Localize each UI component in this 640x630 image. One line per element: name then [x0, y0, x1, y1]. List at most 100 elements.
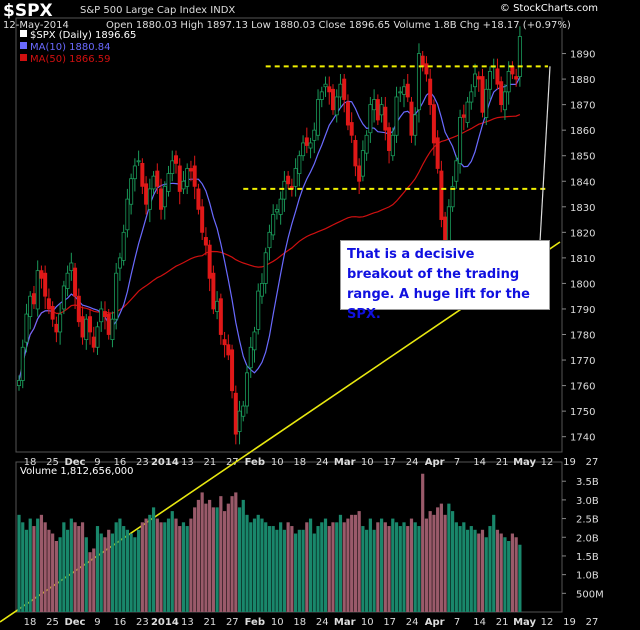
volume-date-tick-label: 2014 — [151, 617, 179, 628]
candle-body — [323, 83, 328, 88]
date-tick-label: 23 — [136, 457, 149, 468]
date-tick-label: 24 — [316, 457, 329, 468]
candle-body — [263, 252, 268, 284]
volume-bar — [21, 522, 25, 612]
candle-body — [480, 76, 485, 113]
candle-body — [159, 188, 164, 210]
candle-body — [196, 188, 201, 210]
date-tick-label: May — [513, 457, 536, 468]
volume-bar — [432, 514, 436, 612]
candle-body — [99, 308, 104, 323]
candle-body — [435, 137, 440, 169]
candle-body — [117, 257, 122, 269]
candle-body — [69, 262, 74, 272]
volume-bar — [99, 533, 103, 612]
date-tick-label: 21 — [496, 457, 509, 468]
volume-bar — [54, 541, 58, 612]
volume-bar — [193, 507, 197, 612]
volume-bar — [365, 529, 369, 612]
date-tick-label: 18 — [293, 457, 306, 468]
price-panel-frame — [15, 17, 563, 453]
volume-bar — [114, 522, 118, 612]
volume-tick-label: 1.5B — [576, 552, 599, 563]
volume-bar — [151, 507, 156, 612]
price-tick-label: 1790 — [570, 305, 595, 316]
volume-date-tick-label: 27 — [226, 617, 239, 628]
volume-tick-label: 3.0B — [576, 496, 599, 507]
date-tick-label: 13 — [181, 457, 194, 468]
candle-body — [345, 101, 350, 126]
candle-body — [173, 155, 178, 164]
price-tick-label: 1890 — [570, 50, 595, 61]
volume-bar — [208, 499, 212, 612]
volume-bar — [264, 522, 268, 612]
annotation-callout: That is a decisive breakout of the tradi… — [340, 240, 550, 322]
volume-date-tick-label: Feb — [245, 617, 265, 628]
volume-bar — [17, 514, 21, 612]
volume-bar — [406, 526, 410, 612]
volume-date-tick-label: Apr — [425, 617, 445, 628]
date-tick-label: Dec — [64, 457, 85, 468]
candle-body — [394, 96, 399, 136]
price-tick-label: 1850 — [570, 152, 595, 163]
candle-body — [514, 76, 519, 80]
volume-bar — [316, 526, 320, 612]
volume-bar — [148, 514, 152, 612]
price-tick-label: 1810 — [570, 254, 595, 265]
volume-bar — [320, 522, 324, 612]
volume-bar — [260, 518, 264, 612]
volume-date-tick-label: 12 — [541, 617, 554, 628]
date-tick-label: 12 — [541, 457, 554, 468]
candle-body — [162, 185, 167, 208]
volume-bar — [39, 514, 44, 612]
volume-bar — [484, 537, 488, 612]
volume-bar — [409, 518, 414, 612]
volume-bar — [488, 526, 492, 612]
candle-body — [443, 216, 448, 243]
volume-bar — [383, 522, 387, 612]
candle-body — [271, 214, 276, 236]
volume-bar — [28, 518, 32, 612]
candle-body — [349, 122, 354, 136]
date-tick-label: 24 — [406, 457, 419, 468]
candle-body — [379, 104, 384, 116]
volume-bar — [398, 526, 402, 612]
volume-bar — [323, 518, 328, 612]
price-tick-label: 1820 — [570, 228, 595, 239]
volume-date-tick-label: 24 — [406, 617, 419, 628]
candle-body — [185, 168, 190, 187]
volume-bar — [88, 552, 92, 612]
volume-bar — [140, 522, 144, 612]
volume-date-tick-label: 21 — [203, 617, 216, 628]
candle-body — [31, 293, 36, 305]
candle-body — [413, 114, 418, 136]
volume-bar — [103, 537, 107, 612]
volume-bar — [110, 533, 115, 612]
candle-body — [353, 139, 358, 167]
symbol-title: $SPX — [3, 1, 53, 21]
legend-entry: MA(10) 1880.84 — [30, 42, 111, 53]
volume-bar — [305, 522, 309, 612]
volume-bar — [234, 492, 238, 612]
volume-tick-label: 2.0B — [576, 533, 599, 544]
volume-bar — [458, 526, 462, 612]
volume-bar — [391, 518, 395, 612]
candle-body — [222, 339, 227, 346]
candle-body — [155, 170, 160, 187]
candle-body — [125, 198, 130, 231]
volume-bar — [137, 529, 141, 612]
candle-body — [282, 180, 287, 200]
candle-body — [241, 405, 246, 417]
volume-bar — [413, 522, 417, 612]
candle-body — [136, 160, 141, 163]
candle-body — [330, 88, 335, 111]
date-tick-label: 18 — [24, 457, 37, 468]
candle-body — [218, 298, 223, 335]
volume-date-tick-label: 23 — [136, 617, 149, 628]
candle-body — [360, 150, 365, 177]
volume-tick-label: 2.5B — [576, 515, 599, 526]
volume-bar — [402, 522, 406, 612]
candle-body — [416, 53, 421, 111]
volume-date-tick-label: 24 — [316, 617, 329, 628]
volume-date-tick-label: 21 — [496, 617, 509, 628]
